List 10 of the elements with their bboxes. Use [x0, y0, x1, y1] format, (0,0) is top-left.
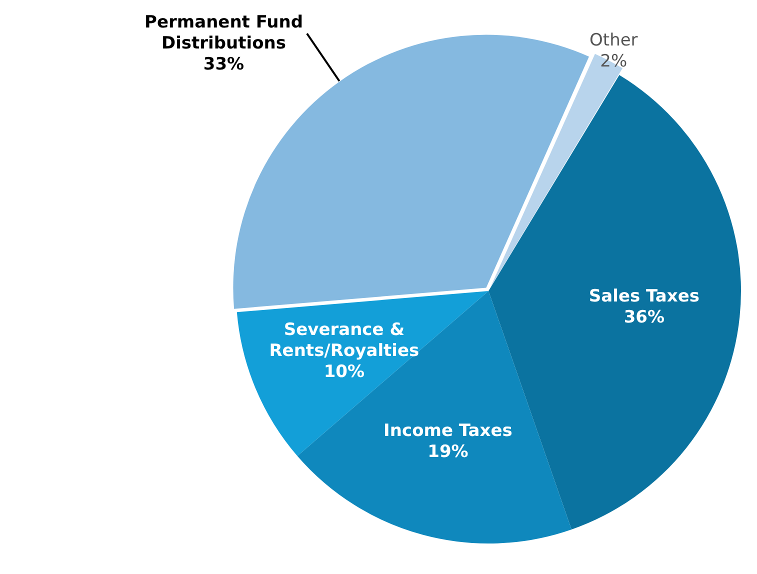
slice-label: Severance & Rents/Royalties — [269, 320, 420, 362]
slice-label: Permanent Fund Distributions — [144, 12, 303, 54]
data-label: 10% — [324, 362, 365, 382]
slice-label: Income Taxes — [384, 421, 512, 442]
data-label: 19% — [428, 442, 468, 462]
slice-label: Sales Taxes — [588, 286, 700, 306]
data-label: 2% — [600, 51, 628, 72]
data-label: 36% — [624, 307, 665, 328]
data-label: 33% — [203, 54, 244, 74]
slice-label: Other — [590, 30, 638, 50]
